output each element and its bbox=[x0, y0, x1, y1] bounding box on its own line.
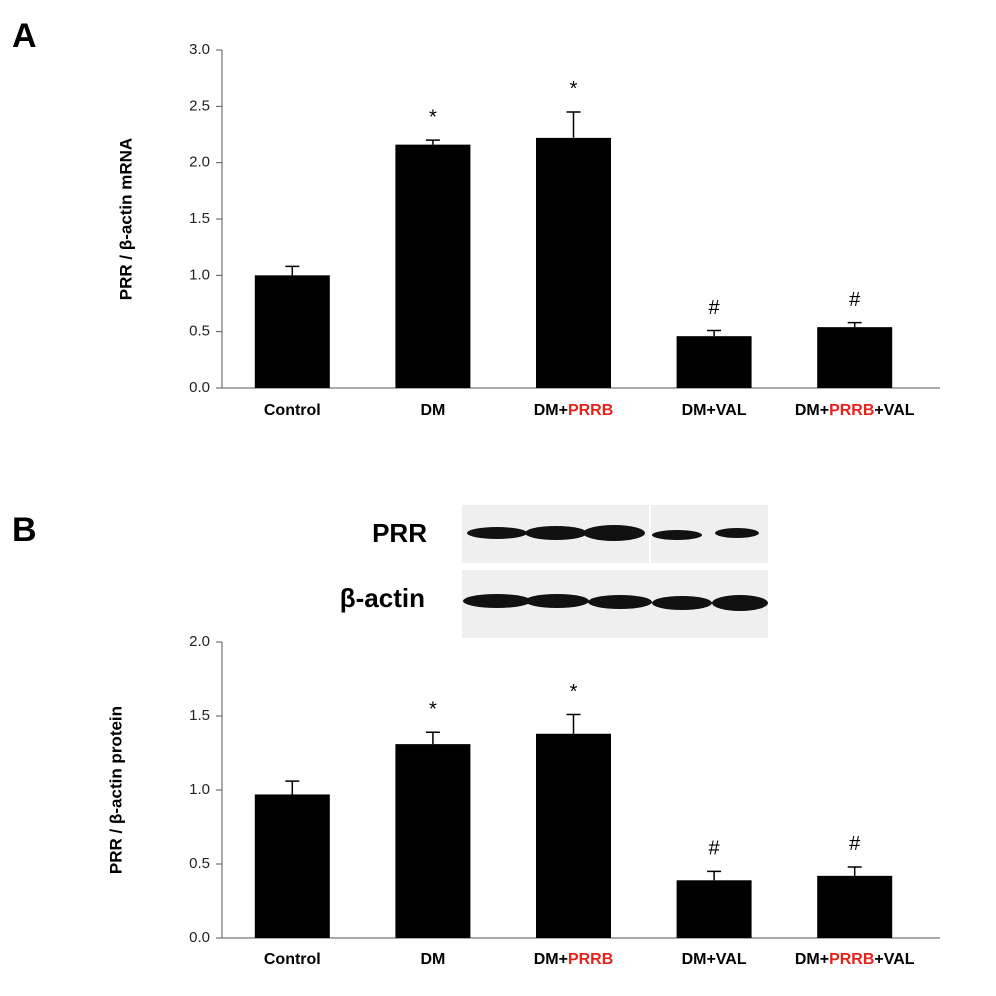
error-bar bbox=[566, 713, 581, 734]
x-tick-label: DM+PRRB bbox=[534, 951, 614, 968]
bar bbox=[254, 275, 330, 388]
error-bar bbox=[847, 866, 862, 876]
label-part: +VAL bbox=[874, 402, 914, 419]
label-part: +VAL bbox=[874, 951, 914, 968]
blot-band bbox=[588, 595, 652, 609]
x-tick-label: DM+VAL bbox=[682, 951, 747, 968]
y-tick-label: 1.0 bbox=[189, 781, 210, 798]
label-part: PRRB bbox=[568, 951, 613, 968]
bar bbox=[536, 137, 611, 388]
blot-band bbox=[715, 528, 759, 538]
significance-mark: # bbox=[709, 838, 721, 860]
blot-label: β-actin bbox=[340, 583, 425, 613]
label-part: DM+VAL bbox=[682, 951, 747, 968]
y-tick-label: 2.5 bbox=[189, 97, 210, 114]
label-part: Control bbox=[264, 951, 321, 968]
y-axis-label: PRR / β-actin protein bbox=[106, 706, 125, 874]
blot-band bbox=[712, 595, 768, 611]
significance-mark: * bbox=[429, 106, 437, 128]
blot-band bbox=[463, 594, 531, 608]
label-part: PRRB bbox=[568, 402, 613, 419]
y-tick-label: 1.0 bbox=[189, 266, 210, 283]
western-blot: PRR β-actin bbox=[340, 505, 768, 638]
blot-band bbox=[525, 526, 587, 540]
error-bar bbox=[285, 780, 300, 795]
y-tick-label: 2.0 bbox=[189, 154, 210, 171]
error-bar bbox=[285, 265, 300, 276]
error-bar bbox=[425, 139, 440, 145]
blot-band bbox=[583, 525, 645, 541]
significance-mark: * bbox=[570, 78, 578, 100]
x-tick-label: DM+VAL bbox=[682, 402, 747, 419]
blot-band bbox=[652, 530, 702, 540]
x-tick-label: DM bbox=[420, 951, 445, 968]
blot-band bbox=[652, 596, 712, 610]
x-tick-label: DM+PRRB+VAL bbox=[795, 402, 915, 419]
blot-label: PRR bbox=[372, 518, 427, 548]
significance-mark: * bbox=[570, 681, 578, 703]
y-tick-label: 0.5 bbox=[189, 855, 210, 872]
bar bbox=[817, 875, 893, 938]
error-bar bbox=[566, 111, 581, 138]
y-tick-label: 2.0 bbox=[189, 633, 210, 650]
label-part: PRRB bbox=[829, 951, 874, 968]
y-tick-label: 1.5 bbox=[189, 707, 210, 724]
x-tick-label: DM+PRRB+VAL bbox=[795, 951, 915, 968]
label-part: DM+VAL bbox=[682, 402, 747, 419]
y-tick-label: 3.0 bbox=[189, 41, 210, 58]
y-tick-label: 0.5 bbox=[189, 323, 210, 340]
x-tick-label: Control bbox=[264, 402, 321, 419]
bar bbox=[536, 733, 611, 938]
x-tick-label: Control bbox=[264, 951, 321, 968]
bar bbox=[254, 794, 330, 938]
error-bar bbox=[847, 321, 862, 328]
blot-band bbox=[525, 594, 589, 608]
label-part: DM+ bbox=[795, 402, 829, 419]
bar bbox=[676, 880, 752, 938]
significance-mark: * bbox=[429, 699, 437, 721]
panel-label: B bbox=[12, 511, 37, 549]
bar bbox=[395, 744, 471, 938]
error-bar bbox=[707, 870, 722, 881]
error-bar bbox=[707, 329, 722, 337]
label-part: DM+ bbox=[795, 951, 829, 968]
label-part: DM bbox=[420, 402, 445, 419]
y-tick-label: 1.5 bbox=[189, 210, 210, 227]
y-tick-label: 0.0 bbox=[189, 929, 210, 946]
blot-band bbox=[467, 527, 527, 539]
panel-label: A bbox=[12, 17, 37, 55]
significance-mark: # bbox=[849, 289, 861, 311]
x-tick-label: DM+PRRB bbox=[534, 402, 614, 419]
x-tick-label: DM bbox=[420, 402, 445, 419]
label-part: DM bbox=[420, 951, 445, 968]
label-part: DM+ bbox=[534, 402, 568, 419]
y-axis-label: PRR / β-actin mRNA bbox=[116, 138, 135, 300]
bar bbox=[817, 327, 893, 388]
significance-mark: # bbox=[849, 833, 861, 855]
label-part: Control bbox=[264, 402, 321, 419]
significance-mark: # bbox=[709, 297, 721, 319]
y-tick-label: 0.0 bbox=[189, 379, 210, 396]
label-part: PRRB bbox=[829, 402, 874, 419]
label-part: DM+ bbox=[534, 951, 568, 968]
bar bbox=[395, 144, 471, 388]
error-bar bbox=[425, 731, 440, 745]
bar bbox=[676, 336, 752, 388]
